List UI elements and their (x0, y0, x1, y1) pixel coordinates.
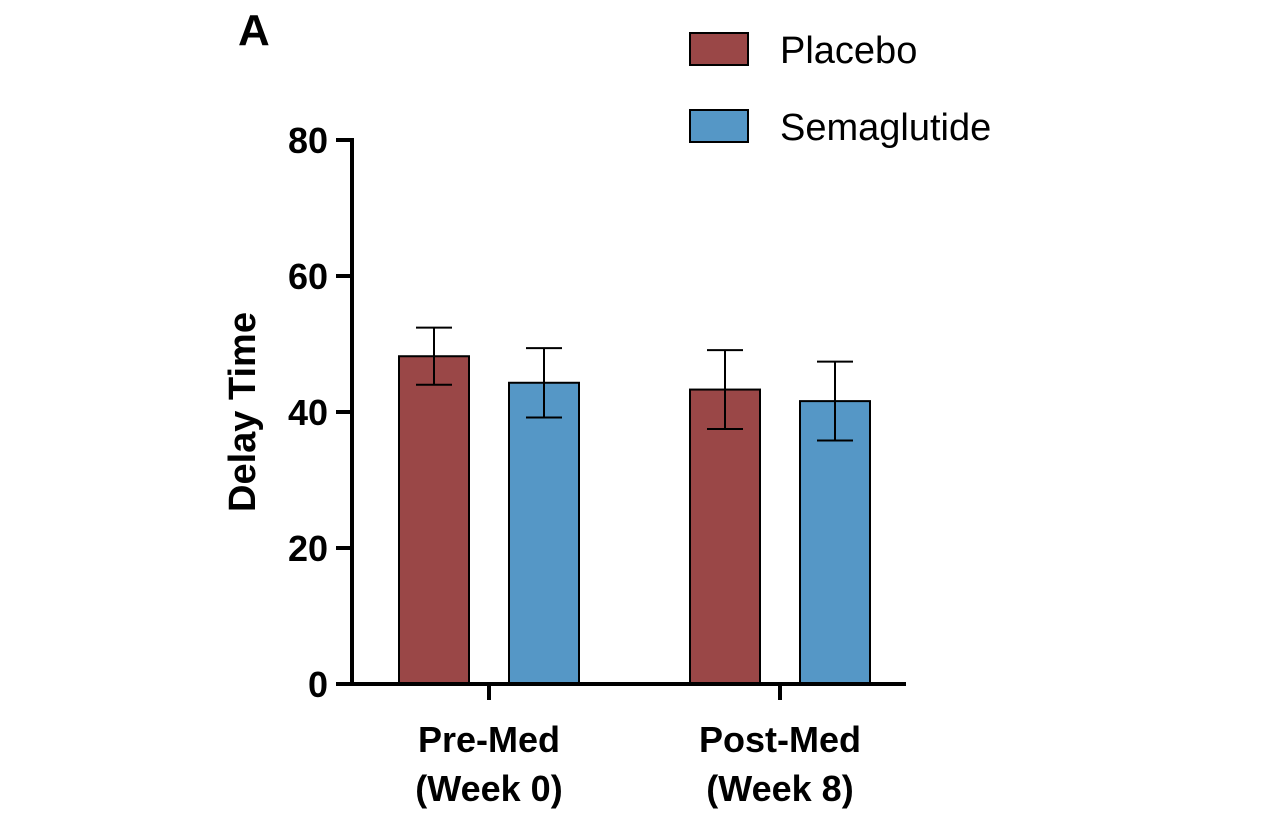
y-tick-label-0: 0 (308, 664, 328, 705)
bar-semaglutide-1 (799, 400, 871, 685)
y-tick-label-20: 20 (288, 528, 328, 569)
y-axis-title: Delay Time (222, 312, 264, 512)
x-category-label-1-line-1: (Week 8) (706, 768, 853, 809)
plot-area: 0 20 40 60 80 Pre-Med (Week 0) Post-Med (Week 8) (288, 120, 906, 809)
legend: Placebo Semaglutide (689, 30, 991, 149)
legend-label-placebo: Placebo (780, 30, 917, 72)
legend-swatch-placebo (689, 32, 749, 66)
x-category-label-0-line-1: (Week 0) (415, 768, 562, 809)
y-tick-label-40: 40 (288, 392, 328, 433)
bar-semaglutide-0 (508, 381, 580, 685)
y-tick-label-60: 60 (288, 256, 328, 297)
legend-label-semaglutide: Semaglutide (780, 107, 991, 149)
x-category-label-1-line-0: Post-Med (699, 719, 861, 760)
legend-swatch-semaglutide (689, 109, 749, 143)
panel-label: A (238, 6, 270, 55)
bar-placebo-1 (689, 388, 761, 685)
x-category-label-0-line-0: Pre-Med (418, 719, 560, 760)
bar-placebo-0 (398, 355, 470, 685)
y-tick-label-80: 80 (288, 120, 328, 161)
